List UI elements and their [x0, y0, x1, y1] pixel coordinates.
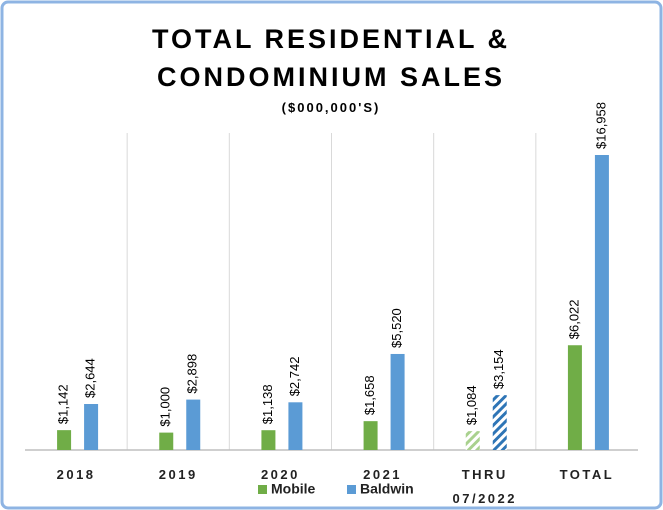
value-label: $16,958 — [593, 102, 608, 149]
bar — [363, 421, 378, 450]
value-label: $2,644 — [83, 358, 98, 398]
bar — [186, 399, 201, 450]
bar — [465, 431, 480, 450]
bar — [159, 432, 174, 450]
value-label: $5,520 — [389, 308, 404, 348]
value-label: $1,658 — [362, 375, 377, 415]
value-label: $1,084 — [464, 385, 479, 425]
chart-subtitle: ($000,000'S) — [281, 100, 381, 115]
bar — [492, 395, 507, 450]
bar — [84, 404, 99, 450]
value-label: $3,154 — [491, 349, 506, 389]
legend-swatch — [347, 485, 356, 494]
value-label: $2,898 — [185, 354, 200, 394]
bar — [288, 402, 303, 450]
x-tick-label: THRU 07/2022 — [452, 467, 517, 506]
value-label: $1,138 — [260, 384, 275, 424]
x-tick-label: 2018 — [56, 467, 96, 482]
bar — [261, 430, 276, 450]
value-label: $2,742 — [287, 357, 302, 397]
value-label: $1,000 — [158, 387, 173, 427]
x-tick-label: 2021 — [363, 467, 403, 482]
bar — [594, 155, 609, 450]
value-label: $1,142 — [56, 384, 71, 424]
x-tick-label: 2019 — [158, 467, 198, 482]
legend-label: Baldwin — [360, 481, 414, 497]
bar — [57, 430, 72, 450]
legend-label: Mobile — [271, 481, 316, 497]
x-tick-label: 2020 — [260, 467, 300, 482]
x-tick-label: TOTAL — [559, 467, 615, 482]
legend-swatch — [258, 485, 267, 494]
bar — [567, 345, 582, 450]
bar — [390, 353, 405, 450]
chart-title: TOTAL RESIDENTIAL & CONDOMINIUM SALES — [151, 24, 511, 92]
value-label: $6,022 — [566, 299, 581, 339]
